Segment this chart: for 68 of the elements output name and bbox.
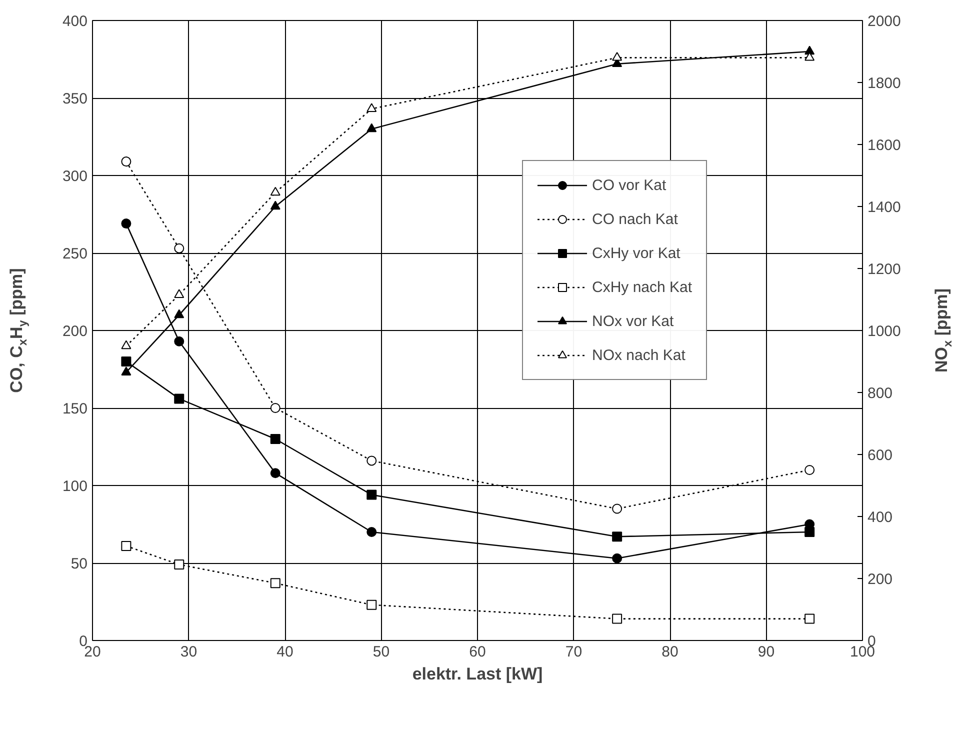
y2-tick-label: 200 (868, 571, 893, 588)
point (612, 532, 622, 542)
y2-tick-label: 1000 (868, 323, 901, 340)
point (270, 468, 280, 478)
y-tick-label: 300 (62, 168, 88, 185)
y2-tick-label: 800 (868, 385, 893, 402)
point (804, 614, 815, 624)
legend-label: CxHy vor Kat (592, 244, 680, 262)
point (121, 218, 132, 229)
x-axis-title: elektr. Last [kW] (412, 664, 543, 684)
x-tick-label: 60 (469, 644, 486, 660)
point (174, 243, 184, 254)
y2-tick-label: 1600 (868, 137, 901, 154)
y-tick-label: 150 (62, 400, 88, 418)
legend-label: CO vor Kat (592, 176, 666, 194)
point (366, 600, 377, 610)
y-tick-label: 350 (62, 90, 88, 108)
y2-tick-label: 1200 (868, 261, 901, 278)
point (366, 527, 377, 537)
point (366, 490, 377, 500)
y2-tick-label: 600 (868, 447, 893, 464)
y-tick-label: 100 (62, 478, 88, 495)
point (174, 336, 184, 346)
point (612, 553, 622, 564)
y-tick-label: 400 (62, 13, 88, 30)
y-axis-title: CO, CxHy [ppm] (7, 268, 30, 393)
point (804, 465, 815, 475)
point (804, 52, 815, 61)
point (121, 366, 132, 376)
y-tick-label: 250 (62, 246, 88, 262)
point (270, 578, 280, 588)
point (366, 456, 377, 466)
point (270, 200, 280, 210)
y2-tick-label: 400 (868, 509, 893, 526)
point (612, 614, 622, 624)
point (270, 403, 280, 413)
x-tick-label: 90 (758, 644, 775, 660)
x-tick-label: 40 (276, 644, 294, 660)
point (121, 156, 132, 167)
point (174, 289, 184, 298)
point (612, 52, 622, 61)
point (174, 309, 184, 318)
y2-axis-title: NOx [ppm] (932, 288, 954, 373)
point (174, 560, 184, 570)
point (270, 186, 280, 196)
legend-label: CxHy nach Kat (592, 278, 692, 296)
point (804, 46, 815, 55)
y2-tick-label: 1800 (868, 75, 901, 92)
point (121, 540, 132, 551)
point (270, 434, 280, 444)
x-tick-label: 50 (372, 644, 390, 660)
x-tick-label: 70 (565, 644, 582, 660)
point (174, 394, 184, 404)
legend-label: NOx vor Kat (592, 312, 674, 330)
point (612, 504, 622, 514)
legend-label: NOx nach Kat (592, 346, 686, 364)
legend-label: CO nach Kat (592, 210, 678, 228)
point (804, 527, 815, 537)
x-tick-label: 80 (662, 644, 678, 660)
y2-tick-label: 2000 (868, 13, 901, 30)
point (121, 356, 132, 366)
y2-tick-label: 1400 (868, 199, 901, 216)
point (121, 340, 132, 350)
point (366, 103, 377, 112)
x-tick-label: 30 (180, 644, 198, 660)
y-tick-label: 200 (62, 323, 88, 340)
point (366, 123, 377, 132)
y-tick-label: 50 (70, 556, 88, 572)
